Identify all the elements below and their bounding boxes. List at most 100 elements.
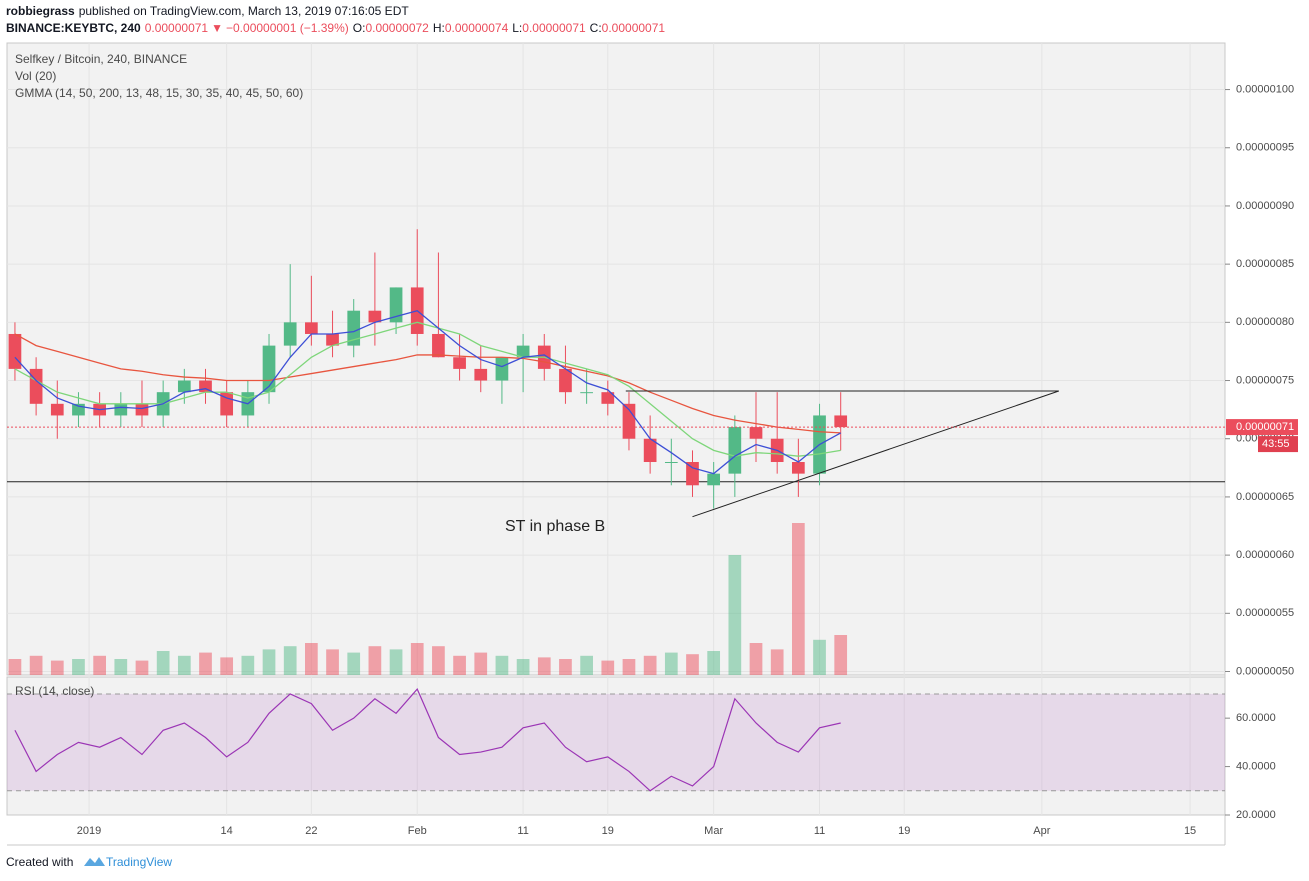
volume-bar: [453, 655, 466, 675]
x-tick-label: 11: [517, 825, 528, 837]
volume-bar: [601, 660, 615, 675]
y-tick-label: 0.00000095: [1236, 142, 1294, 154]
volume-bar: [834, 635, 848, 675]
volume-bar: [389, 649, 403, 675]
c-label: C:: [590, 21, 602, 35]
logo: [84, 857, 105, 866]
x-tick-label: Feb: [408, 825, 427, 837]
volume-bar: [220, 657, 234, 675]
gmma-line: [14, 333, 841, 434]
header-line-1: robbiegrass published on TradingView.com,…: [6, 4, 409, 18]
candle-body: [50, 403, 64, 416]
volume-bar: [50, 660, 64, 675]
o-value: 0.00000072: [365, 21, 429, 35]
candle-body: [622, 403, 636, 439]
gmma-title: GMMA (14, 50, 200, 13, 48, 15, 30, 35, 4…: [15, 86, 303, 100]
candle-body: [305, 322, 318, 334]
volume-bar: [156, 651, 170, 675]
volume-bar: [728, 555, 742, 675]
countdown: 43:55: [1262, 438, 1290, 450]
candle-body: [834, 415, 848, 428]
y-tick-label: 0.00000085: [1236, 258, 1294, 270]
candle-body: [686, 462, 699, 486]
volume-bar: [135, 660, 149, 675]
volume-bar: [177, 655, 191, 675]
volume-bar: [686, 654, 699, 675]
candle-body: [29, 368, 43, 404]
volume-bar: [495, 655, 509, 675]
candle-body: [495, 357, 509, 381]
candle-body: [283, 322, 297, 346]
candle-body: [8, 333, 22, 369]
candle-body: [432, 333, 445, 358]
volume-bar: [199, 652, 212, 675]
author: robbiegrass: [6, 4, 75, 18]
volume-bar: [516, 659, 530, 675]
y-tick-label: 0.00000090: [1236, 200, 1294, 212]
rsi-tick-label: 40.0000: [1236, 760, 1276, 772]
symbol: BINANCE:KEYBTC, 240: [6, 21, 141, 35]
y-tick-label: 0.00000055: [1236, 607, 1294, 619]
gmma-line: [14, 321, 841, 457]
o-label: O:: [353, 21, 366, 35]
change: −0.00000001 (−1.39%): [226, 21, 349, 35]
footer-text: Created with: [6, 855, 73, 869]
candle-body: [516, 345, 530, 358]
candle-body: [114, 403, 128, 416]
volume-bar: [29, 655, 43, 675]
volume-bar: [749, 643, 763, 675]
candle-body: [389, 287, 403, 323]
candle-body: [643, 438, 657, 463]
rsi-tick-label: 60.0000: [1236, 712, 1276, 724]
candle-body: [326, 333, 339, 346]
candle-body: [559, 368, 572, 393]
rsi-pane: [6, 676, 1226, 816]
candle-body: [749, 427, 763, 439]
volume-bar: [643, 655, 657, 675]
volume-bar: [262, 649, 276, 675]
countdown-box: [1258, 436, 1298, 453]
candle-body: [664, 462, 678, 464]
candle-body: [707, 473, 721, 486]
l-value: 0.00000071: [522, 21, 586, 35]
candle-body: [453, 357, 466, 369]
volume-bar: [537, 657, 551, 675]
h-label: H:: [433, 21, 445, 35]
price-title: Selfkey / Bitcoin, 240, BINANCE: [15, 52, 187, 66]
volume-title: Vol (20): [15, 69, 56, 83]
x-tick-label: Apr: [1033, 825, 1050, 837]
chart-layer: 2019 14 22 Feb 11 19 Mar 11 19 Apr 15 0.00000050 0.0…: [7, 43, 1298, 837]
volume-bar: [559, 659, 572, 675]
l-label: L:: [512, 21, 522, 35]
last: 0.00000071: [145, 21, 209, 35]
candle-body: [72, 403, 85, 416]
volume-bar: [283, 646, 297, 675]
candle-body: [220, 392, 234, 416]
candle-body: [601, 392, 615, 404]
rsi-tick-label: 20.0000: [1236, 809, 1276, 821]
footer-brand: TradingView: [106, 855, 172, 869]
volume-bar: [8, 659, 22, 675]
header-line-2: BINANCE:KEYBTC, 240 0.00000071 ▼ −0.0000000…: [6, 21, 665, 35]
x-tick-label: 19: [898, 825, 910, 837]
volume-bar: [474, 652, 488, 675]
candle-body: [792, 462, 805, 474]
volume-bar: [241, 655, 255, 675]
gmma-line: [14, 309, 842, 475]
y-tick-label: 0.00000080: [1236, 316, 1294, 328]
x-tick-label: 2019: [77, 825, 101, 837]
y-tick-label: 0.00000060: [1236, 549, 1294, 561]
candle-body: [199, 380, 212, 393]
volume-bar: [93, 655, 106, 675]
y-tick-label: 0.00000100: [1236, 83, 1294, 95]
candle-body: [728, 427, 742, 474]
y-tick-label: 0.00000050: [1236, 665, 1294, 677]
candle-body: [580, 392, 593, 394]
rsi-band: [7, 693, 1225, 791]
volume-bar: [72, 659, 85, 675]
candle-body: [262, 345, 276, 393]
volume-bar: [368, 646, 382, 675]
arrow: ▼: [211, 21, 223, 35]
volume-bar: [305, 643, 318, 675]
